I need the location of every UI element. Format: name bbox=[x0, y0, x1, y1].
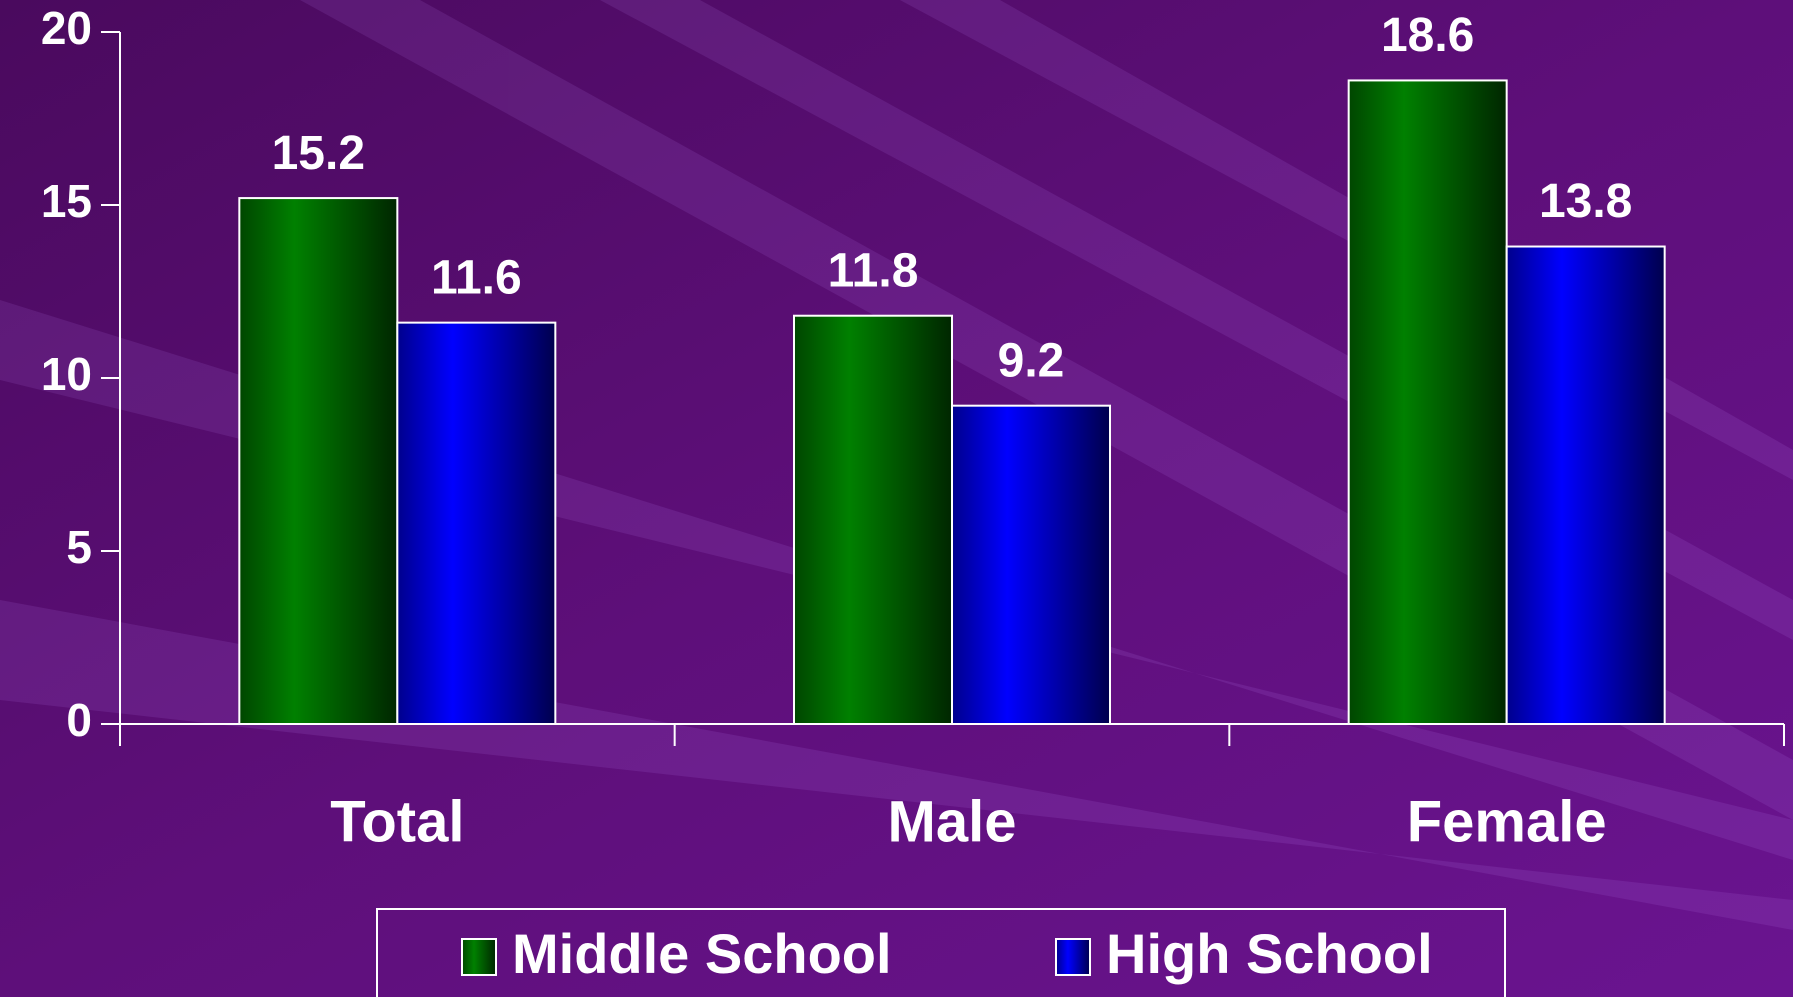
value-label: 9.2 bbox=[998, 334, 1065, 387]
value-label: 11.6 bbox=[431, 251, 522, 304]
y-tick-label: 20 bbox=[41, 2, 92, 54]
legend-swatch bbox=[1055, 938, 1091, 976]
bar bbox=[396, 321, 557, 725]
y-tick-label: 0 bbox=[66, 694, 92, 746]
legend-label: Middle School bbox=[512, 922, 892, 985]
bar bbox=[1347, 79, 1508, 725]
value-label: 11.8 bbox=[828, 244, 919, 297]
legend-swatch bbox=[461, 938, 497, 976]
legend-box bbox=[376, 908, 1506, 997]
y-tick-label: 15 bbox=[41, 175, 92, 227]
bar bbox=[793, 314, 953, 725]
bar bbox=[951, 404, 1111, 725]
y-tick-label: 5 bbox=[66, 521, 92, 573]
value-label: 13.8 bbox=[1539, 175, 1632, 228]
y-tick-label: 10 bbox=[41, 348, 92, 400]
x-tick-label: Total bbox=[330, 789, 464, 854]
bar bbox=[238, 197, 399, 725]
bar bbox=[1505, 245, 1666, 726]
legend-label: High School bbox=[1106, 922, 1433, 985]
x-tick-label: Male bbox=[888, 789, 1017, 854]
value-label: 18.6 bbox=[1381, 9, 1474, 62]
x-tick-label: Female bbox=[1407, 789, 1607, 854]
value-label: 15.2 bbox=[272, 127, 365, 180]
